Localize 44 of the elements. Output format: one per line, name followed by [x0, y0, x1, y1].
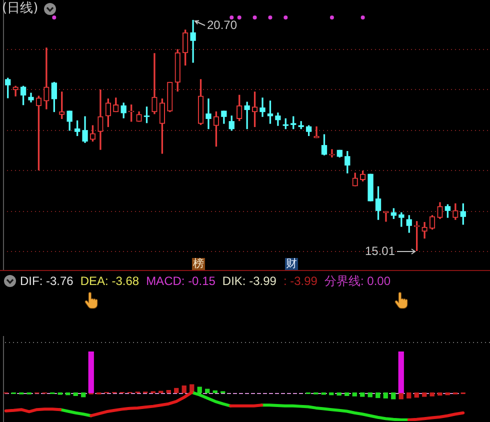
bar: [321, 392, 326, 395]
bar: [430, 392, 434, 396]
text: MACD: -0.15: [146, 274, 216, 288]
bar: [383, 392, 388, 398]
candlestick: [206, 98, 212, 130]
text: 榜: [192, 257, 205, 270]
annotation: 20.70: [207, 18, 238, 32]
bar: [58, 392, 62, 395]
bar: [398, 352, 404, 394]
bar: [81, 392, 86, 398]
bar: [73, 392, 78, 396]
bar: [212, 390, 218, 394]
bar: [166, 390, 171, 394]
text: DIF: -3.76: [20, 274, 74, 288]
annotation: 15.01: [364, 244, 395, 258]
bar: [368, 392, 372, 398]
candlestick: [44, 48, 50, 110]
bar: [360, 392, 365, 397]
text: DEA: -3.68: [80, 274, 140, 288]
text: : -3.99: [283, 274, 318, 288]
bar: [66, 392, 70, 396]
bar: [438, 392, 442, 396]
bar: [406, 392, 412, 398]
candlestick: [152, 53, 158, 114]
text: 财: [285, 257, 298, 270]
bar: [344, 392, 350, 396]
text: DIK: -3.99: [222, 274, 276, 288]
bar: [174, 388, 179, 394]
chart-title: (日线): [2, 1, 38, 17]
text: 分界线: 0.00: [324, 274, 391, 288]
candlestick: [260, 98, 266, 117]
bar: [422, 392, 427, 397]
bar: [329, 392, 334, 396]
bar: [336, 392, 342, 396]
bar: [182, 386, 186, 394]
bar: [376, 392, 380, 398]
candlestick: [190, 20, 196, 63]
bar: [88, 352, 94, 394]
bar: [445, 392, 450, 396]
bar: [391, 392, 396, 400]
bar: [414, 392, 419, 398]
bar: [398, 392, 404, 400]
bar: [352, 392, 357, 396]
candlestick: [244, 102, 250, 130]
